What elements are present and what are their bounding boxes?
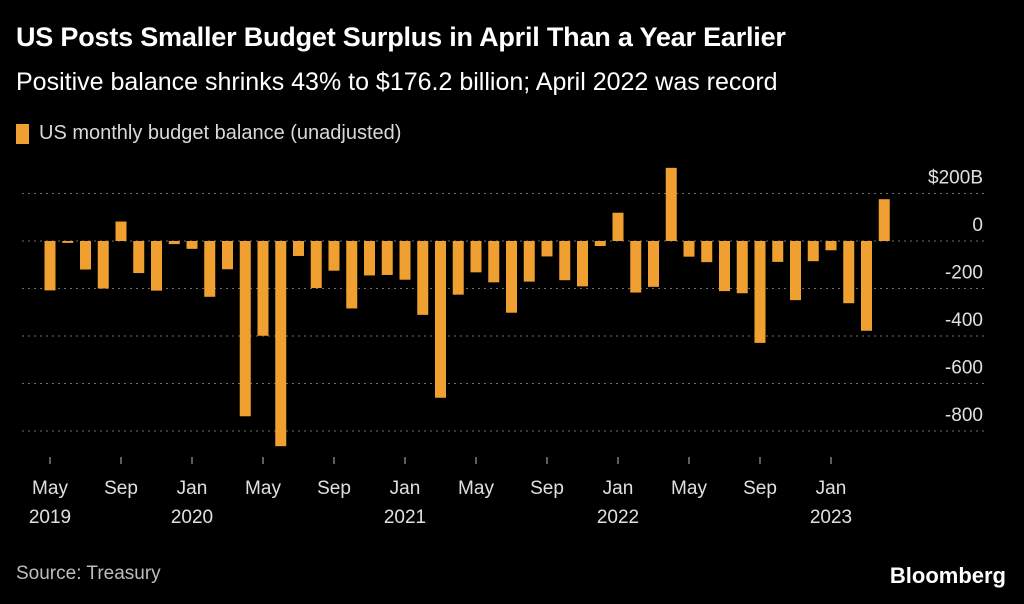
x-tick-month: Sep [104, 478, 138, 499]
y-tick-label: $200B [928, 168, 983, 189]
bar [328, 241, 340, 271]
x-tick-month: May [245, 478, 281, 499]
x-tick-month: May [458, 478, 494, 499]
bar [222, 241, 233, 270]
bar [541, 241, 553, 257]
bar [488, 241, 500, 283]
x-tick-year: 2023 [810, 507, 852, 528]
y-tick-label: -800 [945, 405, 983, 426]
bar [381, 241, 393, 275]
y-tick-label: 0 [972, 215, 983, 236]
x-tick-year: 2022 [597, 507, 639, 528]
bar [772, 241, 784, 262]
bar [239, 241, 251, 417]
bar [878, 199, 890, 241]
bar [807, 241, 819, 262]
bar [719, 241, 730, 292]
bar [630, 241, 642, 293]
bar [204, 241, 216, 297]
bar [435, 241, 446, 398]
bar [577, 241, 588, 287]
bar [62, 241, 74, 243]
bar [594, 241, 606, 246]
bar [186, 241, 198, 249]
x-tick-month: Jan [390, 478, 421, 499]
y-tick-label: -600 [945, 358, 983, 379]
bar [346, 241, 358, 309]
bar [665, 167, 677, 241]
bar [115, 221, 127, 241]
bar [80, 241, 91, 270]
bar [612, 212, 624, 241]
x-tick-year: 2019 [29, 507, 71, 528]
x-tick-month: May [671, 478, 707, 499]
chart-subtitle: Positive balance shrinks 43% to $176.2 b… [16, 68, 778, 96]
bar [736, 241, 748, 294]
bar [399, 241, 411, 280]
bar [452, 241, 464, 295]
bar [97, 241, 109, 289]
bar [257, 241, 269, 336]
bar [506, 241, 517, 313]
source-note: Source: Treasury [16, 563, 161, 584]
bar [825, 241, 837, 251]
x-tick-year: 2021 [384, 507, 426, 528]
x-tick-month: Jan [816, 478, 847, 499]
bar [523, 241, 535, 282]
bloomberg-logo: Bloomberg [889, 563, 1006, 588]
bar [168, 241, 180, 245]
x-tick-month: Sep [743, 478, 777, 499]
bar [843, 241, 855, 304]
bar [754, 241, 766, 343]
bar [470, 241, 482, 273]
x-tick-month: Sep [530, 478, 564, 499]
legend-swatch [16, 123, 29, 144]
bar [559, 241, 571, 281]
bar [310, 241, 322, 289]
chart-legend: US monthly budget balance (unadjusted) [16, 122, 401, 145]
chart-title: US Posts Smaller Budget Surplus in April… [16, 22, 786, 52]
x-tick-year: 2020 [171, 507, 213, 528]
bar [648, 241, 659, 287]
bar [790, 241, 801, 301]
y-tick-label: -400 [945, 310, 983, 331]
x-tick-month: Jan [177, 478, 208, 499]
bar [151, 241, 162, 291]
bar [133, 241, 145, 274]
bar [701, 241, 713, 263]
y-tick-label: -200 [945, 263, 983, 284]
bar [293, 241, 304, 256]
x-tick-month: Sep [317, 478, 351, 499]
x-tick-month: Jan [603, 478, 634, 499]
bar [275, 241, 287, 447]
legend-label: US monthly budget balance (unadjusted) [39, 122, 402, 144]
bar [44, 241, 56, 291]
bar [683, 241, 695, 257]
x-tick-month: May [32, 478, 68, 499]
bar [861, 241, 872, 331]
bar [364, 241, 375, 276]
bar [417, 241, 429, 315]
